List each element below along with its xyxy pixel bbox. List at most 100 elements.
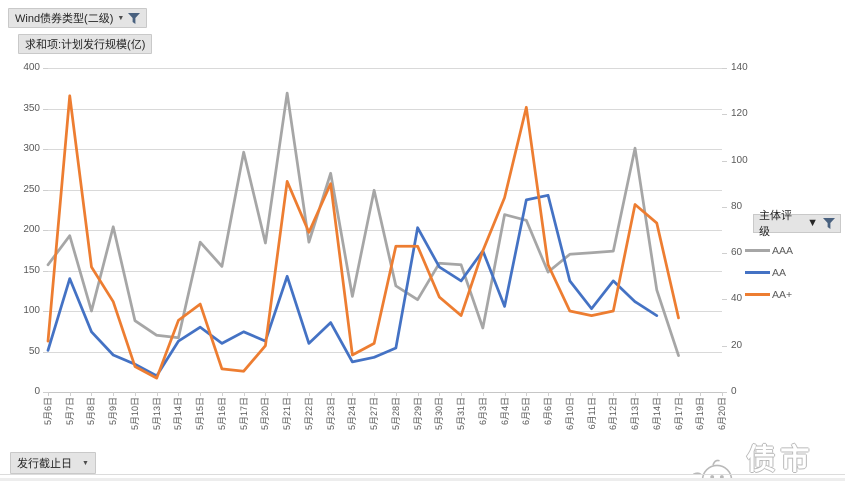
x-axis-tick (134, 392, 136, 396)
right-axis-tick-label: 60 (731, 247, 743, 259)
right-axis-tick-label: 20 (731, 339, 743, 351)
x-axis-tick (678, 392, 680, 396)
axis-field-label: 发行截止日 (17, 458, 72, 470)
right-axis-tick-label: 120 (731, 108, 748, 120)
legend-item-AA[interactable]: AA (745, 262, 841, 284)
x-axis-tick (700, 392, 702, 396)
gridline (48, 230, 722, 231)
value-field-label: 求和项:计划发行规模(亿) (25, 39, 146, 51)
value-field-button[interactable]: 求和项:计划发行规模(亿) (18, 34, 153, 54)
left-axis-tick-label: 150 (23, 264, 40, 276)
filter-funnel-icon (823, 217, 835, 229)
x-axis-tick (526, 392, 528, 396)
x-axis-tick (656, 392, 658, 396)
right-axis-tick (722, 160, 727, 162)
gridline (48, 149, 722, 150)
gridline (48, 108, 722, 110)
x-axis-tick (461, 392, 463, 396)
left-axis-tick-label: 0 (34, 386, 40, 397)
series-type-filter-button[interactable]: Wind债券类型(二级) ▼ (8, 8, 148, 28)
right-axis-tick (722, 392, 727, 393)
legend-swatch-AA+ (745, 293, 770, 296)
x-axis-tick (113, 392, 115, 396)
x-axis-tick (569, 392, 571, 396)
x-axis-tick (243, 392, 245, 396)
x-axis-tick (613, 392, 615, 396)
x-axis-tick (722, 392, 723, 396)
dropdown-caret-icon: ▼ (117, 14, 125, 22)
gridline (48, 392, 722, 393)
right-axis-tick (722, 114, 727, 116)
legend-field-filter-button[interactable]: 主体评级 ▼ (753, 210, 841, 238)
x-axis-tick (548, 392, 550, 396)
legend: 主体评级 ▼ AAA AA AA+ (745, 206, 841, 306)
x-axis-tick (308, 392, 310, 396)
x-axis-tick (265, 392, 267, 396)
x-axis-tick (395, 392, 397, 396)
left-axis-tick-label: 50 (28, 345, 40, 357)
left-axis-tick-label: 100 (23, 305, 40, 316)
right-axis-tick-label: 0 (731, 386, 737, 397)
x-axis-tick (374, 392, 376, 396)
filter-funnel-icon (128, 12, 141, 24)
x-axis-tick (48, 392, 49, 396)
x-axis-tick (504, 392, 506, 396)
x-axis-tick (482, 392, 484, 396)
series-line-AA (46, 193, 659, 378)
left-axis-tick-label: 300 (23, 143, 40, 154)
legend-field-label: 主体评级 (759, 210, 792, 238)
dropdown-caret-icon: ▼ (82, 459, 89, 467)
bottom-edge (0, 478, 845, 481)
x-axis-tick (91, 392, 93, 396)
watermark-text: 债市邦 (746, 444, 815, 476)
legend-item-AAA[interactable]: AAA (745, 240, 841, 262)
right-axis-tick-label: 140 (731, 62, 748, 73)
legend-label: AA (772, 266, 787, 279)
x-axis-tick (69, 392, 71, 396)
gridline (48, 189, 722, 191)
left-axis-tick (43, 270, 48, 272)
x-axis-tick (287, 392, 289, 396)
left-axis-tick (43, 392, 48, 393)
series-type-filter-label: Wind债券类型(二级) (15, 13, 114, 25)
gridline (48, 68, 722, 69)
bottom-divider (0, 474, 845, 475)
gridline (48, 270, 722, 272)
left-axis-tick-label: 200 (23, 224, 40, 235)
legend-swatch-AAA (745, 249, 770, 252)
left-axis-tick-label: 250 (23, 183, 40, 195)
left-axis-tick (43, 68, 48, 69)
x-axis-tick (178, 392, 180, 396)
legend-label: AA+ (772, 288, 793, 301)
x-axis-tick (330, 392, 332, 396)
x-axis-tick (417, 392, 419, 396)
left-axis-tick (43, 230, 48, 231)
x-axis-tick (635, 392, 637, 396)
right-axis-tick (722, 345, 727, 347)
x-axis-tick (352, 392, 354, 396)
series-line-AA+ (46, 94, 680, 380)
legend-items: AAA AA AA+ (745, 240, 841, 306)
right-axis-tick (722, 68, 727, 69)
left-axis-tick-label: 400 (23, 62, 40, 73)
x-axis-tick (591, 392, 593, 396)
right-axis-tick (722, 299, 727, 301)
legend-label: AAA (772, 244, 794, 257)
legend-item-AA+[interactable]: AA+ (745, 284, 841, 306)
x-axis-tick (200, 392, 202, 396)
series-line-AAA (46, 91, 680, 357)
right-axis-tick-label: 40 (731, 293, 743, 305)
left-axis-tick (43, 351, 48, 353)
legend-swatch-AA (745, 271, 770, 274)
left-axis-tick (43, 149, 48, 150)
x-axis-tick (156, 392, 158, 396)
gridline (48, 311, 722, 312)
right-axis-tick (722, 206, 727, 208)
left-axis-tick (43, 311, 48, 312)
right-axis-tick-label: 80 (731, 200, 743, 212)
right-axis-tick (722, 253, 727, 255)
axis-field-filter-button[interactable]: 发行截止日 ▼ (10, 452, 96, 474)
left-axis-tick-label: 350 (23, 102, 40, 114)
